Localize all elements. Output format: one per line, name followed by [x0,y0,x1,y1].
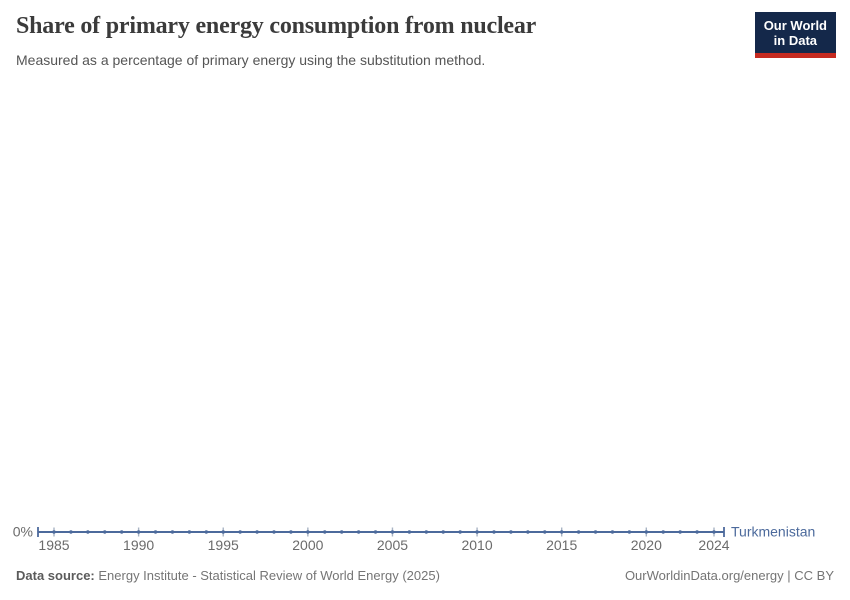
chart-footer: Data source: Energy Institute - Statisti… [0,568,850,583]
entity-label[interactable]: Turkmenistan [731,524,815,540]
page-title: Share of primary energy consumption from… [16,13,537,39]
credit-link[interactable]: OurWorldinData.org/energy | CC BY [624,568,834,583]
data-point-2018 [610,530,615,534]
x-tick-label: 2005 [377,537,408,553]
data-point-2006 [407,530,412,534]
data-point-1995 [221,530,225,534]
data-point-2019 [627,530,632,534]
data-point-1985 [52,530,56,534]
data-point-1989 [119,530,124,534]
owid-logo-line1: Our World [763,18,827,33]
x-tick-label: 2020 [631,537,662,553]
x-tick-label: 2000 [292,537,323,553]
data-source-note: Data source: Energy Institute - Statisti… [16,568,440,583]
plot-region [0,85,850,505]
x-tick-label: 2010 [461,537,492,553]
data-point-1991 [153,530,158,534]
data-point-2001 [323,530,327,534]
x-tick-label: 1995 [208,537,239,553]
data-point-2009 [458,530,462,534]
data-point-2010 [475,530,479,534]
data-point-2011 [492,530,496,534]
data-point-2002 [339,530,344,534]
data-point-1993 [187,530,192,534]
data-point-2008 [441,530,445,534]
data-point-1994 [204,530,209,534]
data-point-1998 [272,530,276,534]
data-point-2022 [678,530,682,534]
data-point-2021 [661,530,665,534]
data-point-1986 [69,530,73,534]
data-point-2005 [390,530,395,534]
x-tick-label: 2015 [546,537,577,553]
data-source-text: Energy Institute - Statistical Review of… [98,568,440,583]
data-point-2014 [543,530,547,534]
data-point-2016 [576,530,581,534]
data-point-1988 [103,530,107,534]
data-point-2003 [356,530,361,534]
data-point-2012 [509,530,513,534]
data-point-2020 [644,530,649,534]
data-point-2023 [695,530,699,534]
data-point-1990 [136,530,141,534]
data-point-1992 [170,530,175,534]
data-point-2013 [526,530,530,534]
data-point-1999 [289,530,293,534]
data-point-2000 [306,530,310,534]
chart-subtitle: Measured as a percentage of primary ener… [16,52,486,68]
data-point-1997 [255,530,259,534]
data-point-2004 [373,530,378,534]
x-tick-label: 1985 [38,537,69,553]
data-point-1987 [86,530,90,534]
data-point-2007 [424,530,429,534]
owid-logo[interactable]: Our World in Data [754,12,836,58]
data-point-2017 [593,530,598,534]
owid-logo-line2: in Data [773,33,818,48]
x-tick-label: 2024 [698,537,729,553]
data-point-1996 [238,530,242,534]
y-tick-label: 0% [13,524,33,540]
data-point-2024 [712,530,716,534]
data-source-label: Data source: [16,568,95,583]
data-point-2015 [559,530,564,534]
chart-canvas: 1985 1990 1995 2000 2005 2010 2015 2020 2024 0% Tu… [13,524,816,554]
x-tick-label: 1990 [123,537,154,553]
